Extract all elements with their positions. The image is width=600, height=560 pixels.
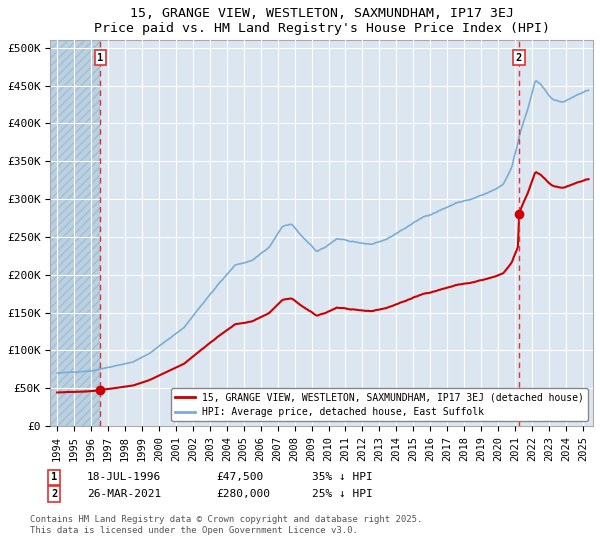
Bar [50, 40, 100, 426]
Text: £47,500: £47,500 [216, 472, 263, 482]
Text: 2: 2 [51, 489, 57, 499]
Text: £280,000: £280,000 [216, 489, 270, 499]
Text: 26-MAR-2021: 26-MAR-2021 [87, 489, 161, 499]
Text: 35% ↓ HPI: 35% ↓ HPI [312, 472, 373, 482]
Text: 2: 2 [516, 53, 522, 63]
Text: Contains HM Land Registry data © Crown copyright and database right 2025.: Contains HM Land Registry data © Crown c… [30, 515, 422, 524]
Text: This data is licensed under the Open Government Licence v3.0.: This data is licensed under the Open Gov… [30, 526, 358, 535]
Text: 1: 1 [51, 472, 57, 482]
Legend: 15, GRANGE VIEW, WESTLETON, SAXMUNDHAM, IP17 3EJ (detached house), HPI: Average : 15, GRANGE VIEW, WESTLETON, SAXMUNDHAM, … [172, 389, 588, 421]
Title: 15, GRANGE VIEW, WESTLETON, SAXMUNDHAM, IP17 3EJ
Price paid vs. HM Land Registry: 15, GRANGE VIEW, WESTLETON, SAXMUNDHAM, … [94, 7, 550, 35]
Text: 25% ↓ HPI: 25% ↓ HPI [312, 489, 373, 499]
Text: 18-JUL-1996: 18-JUL-1996 [87, 472, 161, 482]
Text: 1: 1 [97, 53, 103, 63]
